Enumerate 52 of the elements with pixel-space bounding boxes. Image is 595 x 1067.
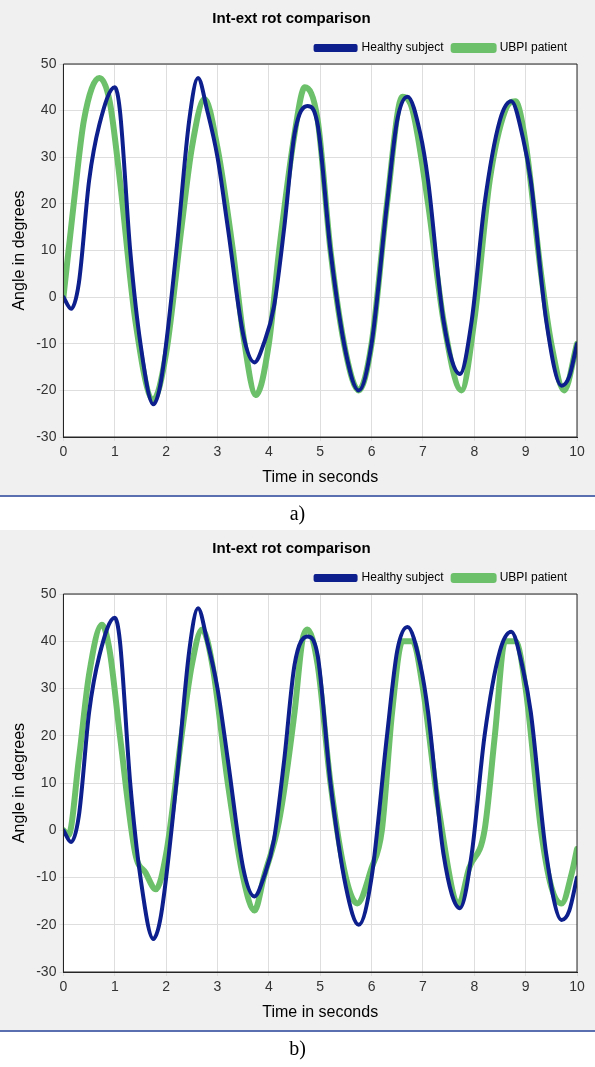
y-axis-title: Angle in degrees (10, 722, 28, 844)
y-tick-label: 50 (40, 54, 57, 71)
x-tick-label: 7 (419, 978, 428, 995)
y-tick-label: 20 (40, 194, 57, 211)
text: b) (288, 1036, 307, 1062)
x-axis-title: Time in seconds (262, 467, 379, 485)
x-tick-label: 7 (419, 443, 428, 460)
x-tick-label: 9 (521, 443, 530, 460)
x-tick-label: 4 (264, 443, 273, 460)
x-tick-label: 6 (367, 443, 376, 460)
y-tick-label: 0 (48, 821, 57, 838)
y-tick-label: 30 (40, 679, 57, 696)
x-tick-label: 2 (162, 978, 171, 995)
y-axis-title: Angle in degrees (10, 190, 28, 311)
y-tick-label: -20 (36, 381, 57, 398)
y-tick-label: 40 (40, 101, 57, 118)
x-tick-label: 8 (470, 443, 479, 460)
x-axis-title: Time in seconds (262, 1002, 379, 1020)
x-tick-label: 10 (569, 443, 585, 460)
y-tick-label: 50 (40, 584, 57, 601)
x-tick-label: 0 (59, 443, 68, 460)
y-tick-label: -20 (36, 915, 57, 932)
y-tick-label: 20 (40, 726, 57, 743)
legend-label: Healthy subject (361, 570, 445, 585)
text: a) (288, 501, 307, 527)
legend-label: UBPI patient (499, 570, 568, 585)
x-tick-label: 5 (316, 978, 325, 995)
legend-label: UBPI patient (499, 40, 568, 55)
chart-title: Int-ext rot comparison (212, 539, 371, 557)
x-tick-label: 8 (470, 978, 479, 995)
y-tick-label: 40 (40, 632, 57, 649)
x-tick-label: 0 (59, 978, 68, 995)
y-tick-label: 10 (40, 241, 57, 258)
y-tick-label: 30 (40, 148, 57, 165)
y-tick-label: -10 (36, 868, 57, 885)
x-tick-label: 6 (367, 978, 376, 995)
legend-label: Healthy subject (361, 40, 445, 55)
x-tick-label: 9 (521, 978, 530, 995)
y-tick-label: -30 (36, 427, 57, 444)
y-tick-label: 10 (40, 773, 57, 790)
x-tick-label: 4 (264, 978, 273, 995)
x-tick-label: 5 (316, 443, 325, 460)
x-tick-label: 3 (213, 978, 222, 995)
y-tick-label: -10 (36, 334, 57, 351)
chart-title: Int-ext rot comparison (212, 9, 371, 27)
x-tick-label: 2 (162, 443, 171, 460)
y-tick-label: 0 (48, 287, 57, 304)
x-tick-label: 3 (213, 443, 222, 460)
x-tick-label: 1 (110, 978, 119, 995)
x-tick-label: 10 (569, 978, 585, 995)
y-tick-label: -30 (36, 962, 57, 979)
x-tick-label: 1 (110, 443, 119, 460)
